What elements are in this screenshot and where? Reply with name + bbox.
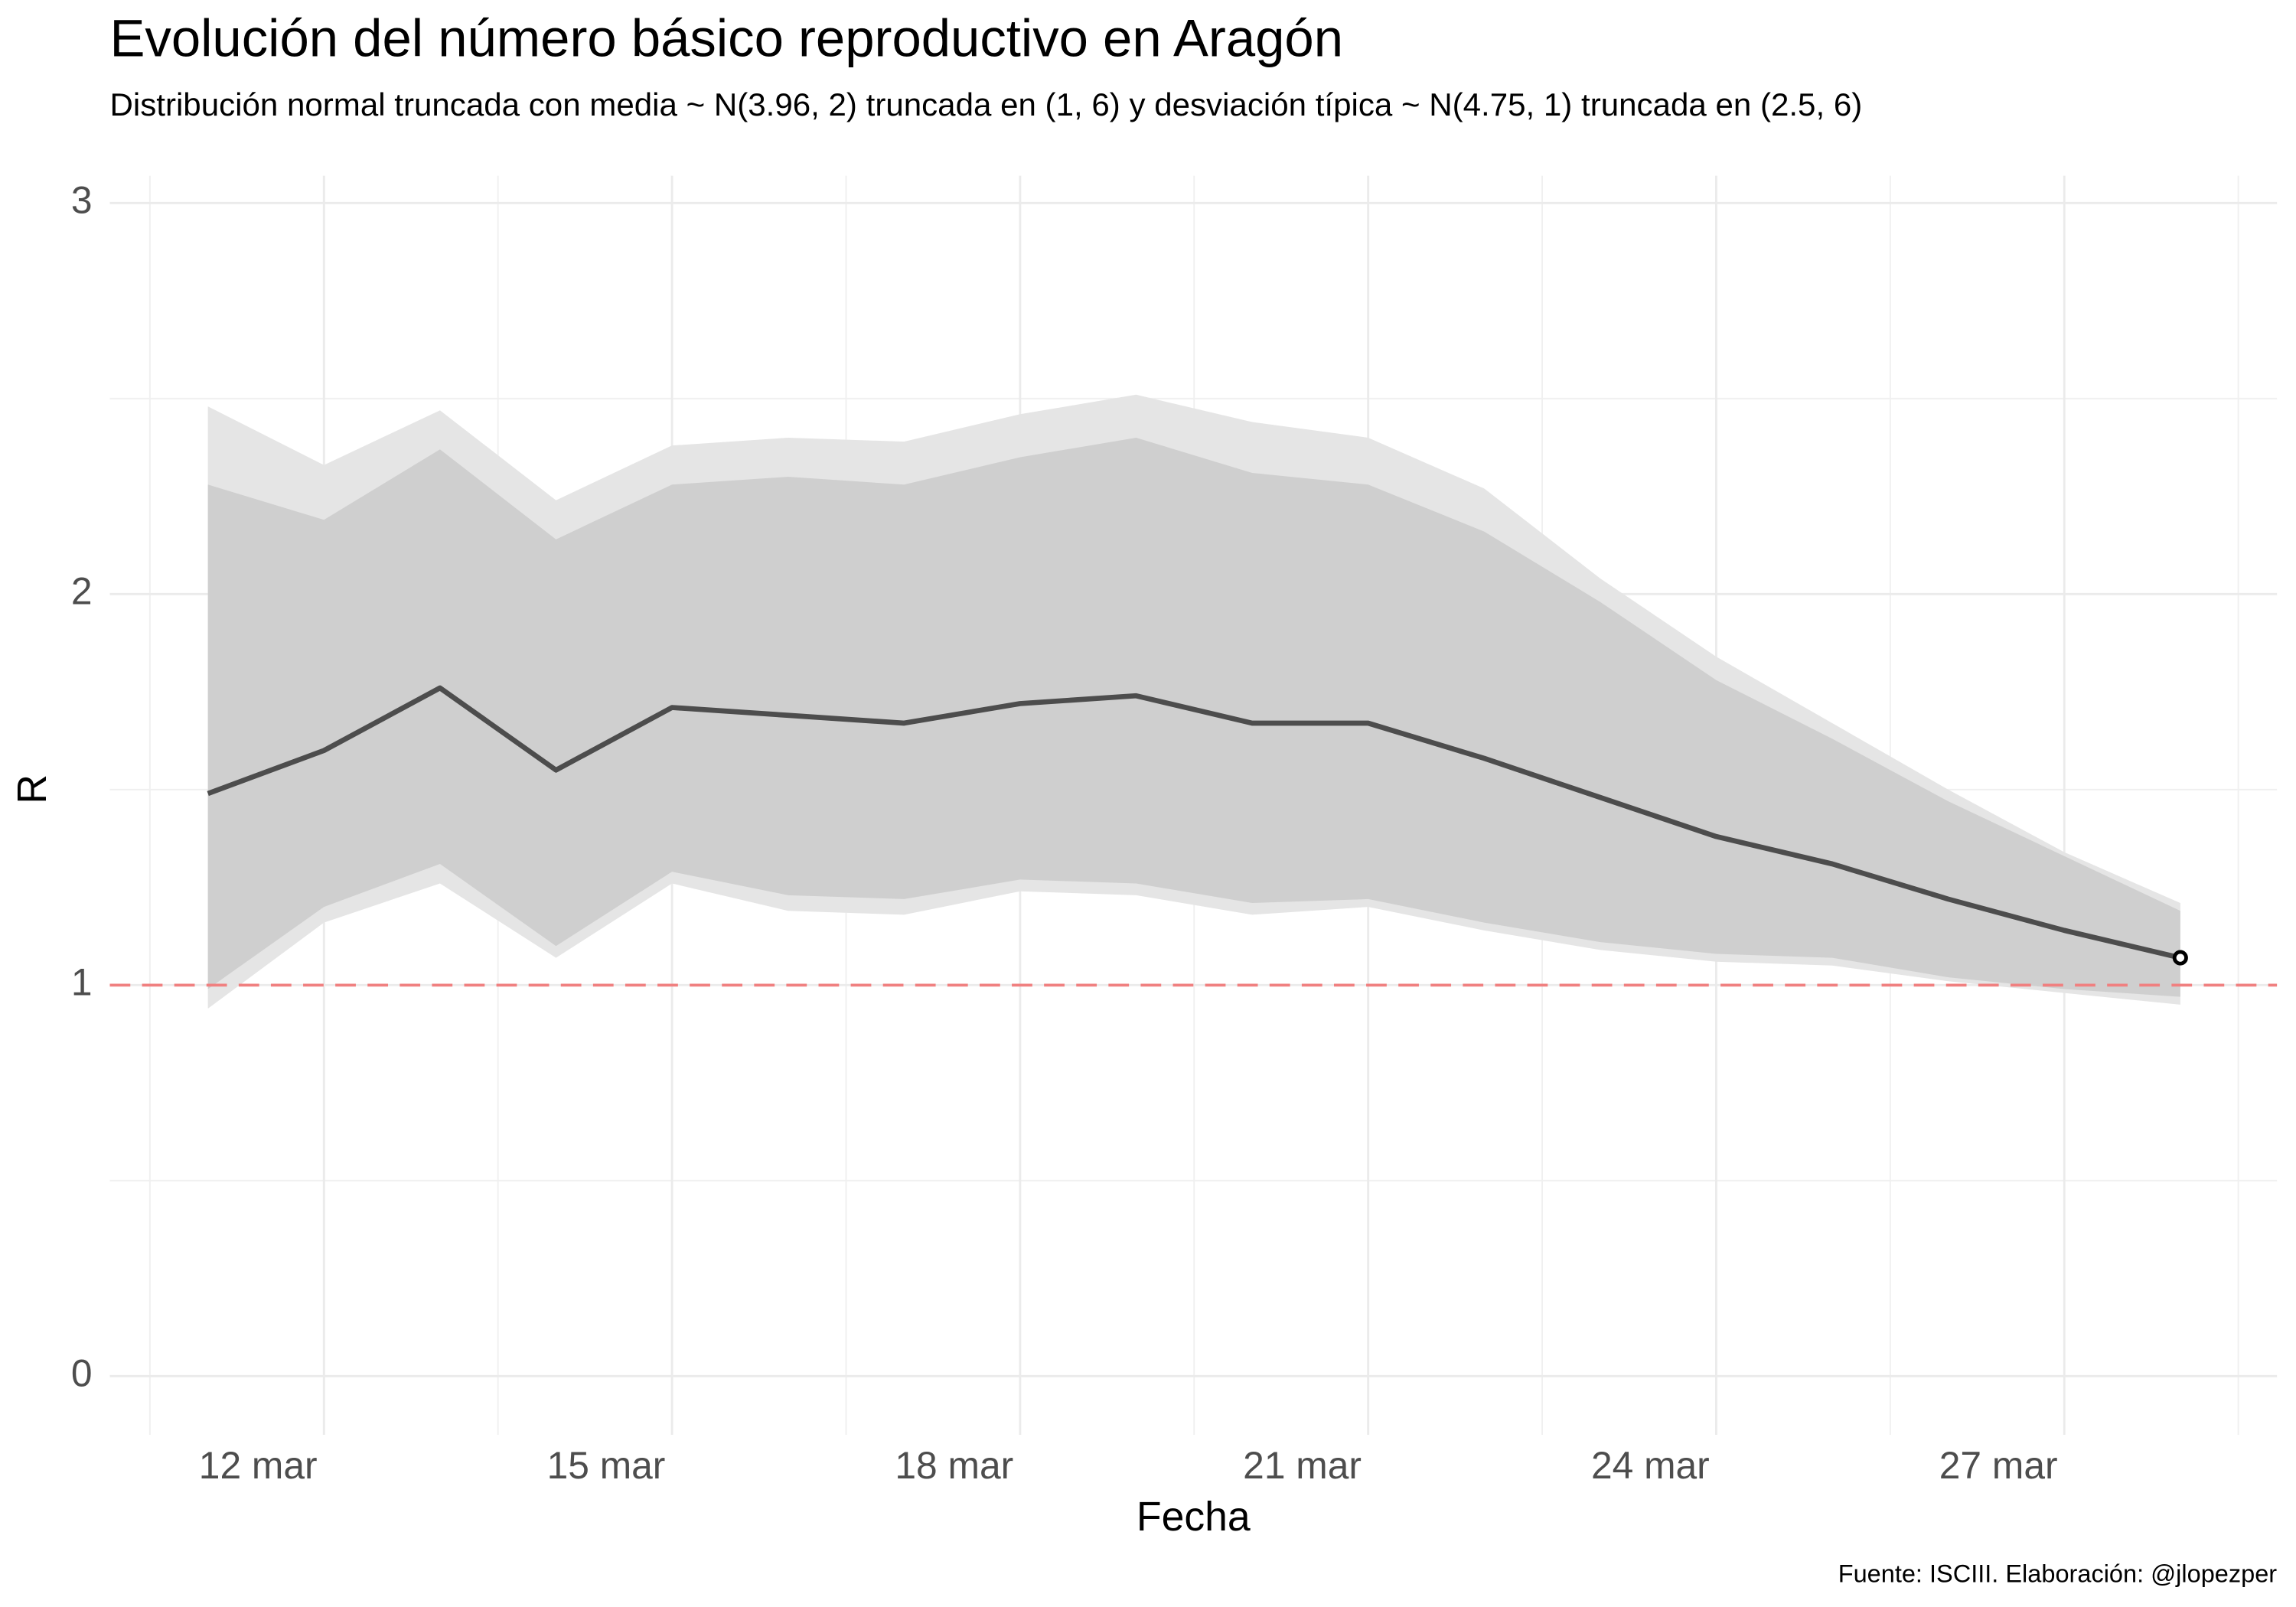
chart-title: Evolución del número básico reproductivo… xyxy=(109,9,1343,68)
line xyxy=(207,685,2181,960)
x-tick-label: 27 mar xyxy=(1939,1444,2058,1487)
confidence-band xyxy=(207,437,2180,997)
x-axis-title: Fecha xyxy=(1137,1495,1251,1540)
caption: Fuente: ISCIII. Elaboración: @jlopezper xyxy=(1838,1560,2278,1587)
chart-subtitle: Distribución normal truncada con media ~… xyxy=(109,86,1862,122)
last-point xyxy=(2172,950,2188,966)
x-tick-label: 12 mar xyxy=(199,1444,318,1487)
y-tick-label: 3 xyxy=(71,179,93,222)
y-tick-label: 2 xyxy=(71,569,93,612)
y-axis-title: R xyxy=(10,774,55,804)
y-tick-label: 1 xyxy=(71,960,93,1003)
x-tick-label: 24 mar xyxy=(1591,1444,1710,1487)
x-tick-label: 21 mar xyxy=(1243,1444,1362,1487)
y-tick-label: 0 xyxy=(71,1351,93,1394)
x-tick-label: 18 mar xyxy=(895,1444,1013,1487)
x-tick-label: 15 mar xyxy=(547,1444,666,1487)
